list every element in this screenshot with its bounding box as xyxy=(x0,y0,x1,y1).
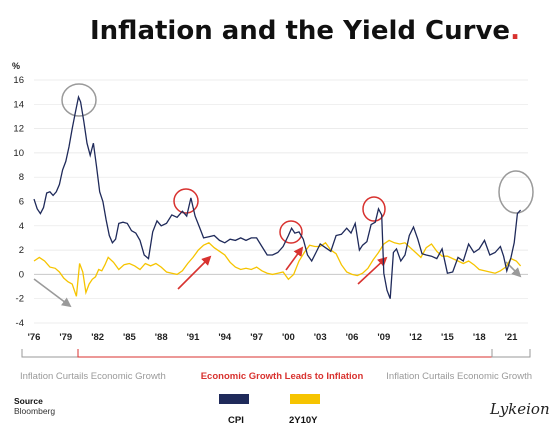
highlight-circle-2021 xyxy=(498,170,534,214)
x-tick-label: '12 xyxy=(409,332,422,343)
period-brackets xyxy=(21,349,531,358)
y-grid xyxy=(34,79,528,324)
y-tick-label: 10 xyxy=(13,148,24,159)
x-tick-label: '00 xyxy=(282,332,295,343)
annotation-right: Inflation Curtails Economic Growth xyxy=(386,371,532,382)
x-tick-label: '85 xyxy=(123,332,137,343)
source-value: Bloomberg xyxy=(14,406,55,416)
x-tick-label: '79 xyxy=(59,332,72,343)
y-tick-label: 14 xyxy=(13,99,24,110)
y-tick-label: 6 xyxy=(19,197,24,208)
chart-title-dot: . xyxy=(510,16,520,46)
x-tick-label: '82 xyxy=(91,332,104,343)
y-tick-labels: -4 -2 0 2 4 6 8 10 12 14 16 xyxy=(13,75,24,329)
annotation-left: Inflation Curtails Economic Growth xyxy=(20,371,166,382)
legend-label-cpi: CPI xyxy=(228,415,244,426)
highlight-circle-2000 xyxy=(279,220,303,244)
y-tick-label: 12 xyxy=(13,124,24,135)
highlight-circle-2008 xyxy=(362,196,386,222)
source-label: Source xyxy=(14,396,43,406)
highlight-circle-1980 xyxy=(61,83,97,117)
y-tick-label: 8 xyxy=(19,172,24,183)
logo: Lykeion xyxy=(489,400,550,418)
y-tick-label: 4 xyxy=(19,221,24,232)
chart-title-text: Inflation and the Yield Curve xyxy=(90,16,510,46)
legend-label-2y10y: 2Y10Y xyxy=(289,415,318,426)
arrow-red-3 xyxy=(357,256,388,285)
x-tick-label: '03 xyxy=(314,332,327,343)
bracket-red-middle xyxy=(77,349,493,358)
annotation-middle: Economic Growth Leads to Inflation xyxy=(201,371,364,382)
x-tick-label: '15 xyxy=(441,332,455,343)
bracket-grey-left xyxy=(21,349,79,358)
x-tick-labels: '76 '79 '82 '85 '88 '91 '94 '97 '00 '03 '06 '09 '12 '… xyxy=(28,332,519,343)
highlight-circle-1990 xyxy=(173,188,199,214)
legend-swatch-cpi xyxy=(219,394,249,404)
y-unit-label: % xyxy=(12,61,20,71)
arrow-red-1 xyxy=(177,255,212,290)
x-tick-label: '88 xyxy=(155,332,168,343)
y-tick-label: 16 xyxy=(13,75,24,86)
arrow-grey-left xyxy=(33,278,72,308)
legend-swatch-2y10y xyxy=(290,394,320,404)
x-tick-label: '21 xyxy=(505,332,519,343)
x-tick-label: '91 xyxy=(187,332,201,343)
x-tick-label: '18 xyxy=(473,332,486,343)
x-tick-label: '09 xyxy=(377,332,390,343)
y-tick-label: -2 xyxy=(16,294,24,305)
series-line-cpi xyxy=(33,94,522,299)
x-tick-label: '06 xyxy=(346,332,359,343)
y-tick-label: -4 xyxy=(16,318,24,329)
arrow-red-2 xyxy=(285,246,304,271)
y-tick-label: 0 xyxy=(19,269,24,280)
chart-title: Inflation and the Yield Curve. xyxy=(90,16,520,46)
legend: CPI 2Y10Y xyxy=(219,394,320,426)
x-tick-label: '97 xyxy=(250,332,263,343)
bracket-grey-right xyxy=(491,349,531,358)
x-tick-label: '94 xyxy=(218,332,232,343)
series-line-2y10y xyxy=(33,239,522,297)
x-tick-label: '76 xyxy=(28,332,41,343)
y-tick-label: 2 xyxy=(19,245,24,256)
